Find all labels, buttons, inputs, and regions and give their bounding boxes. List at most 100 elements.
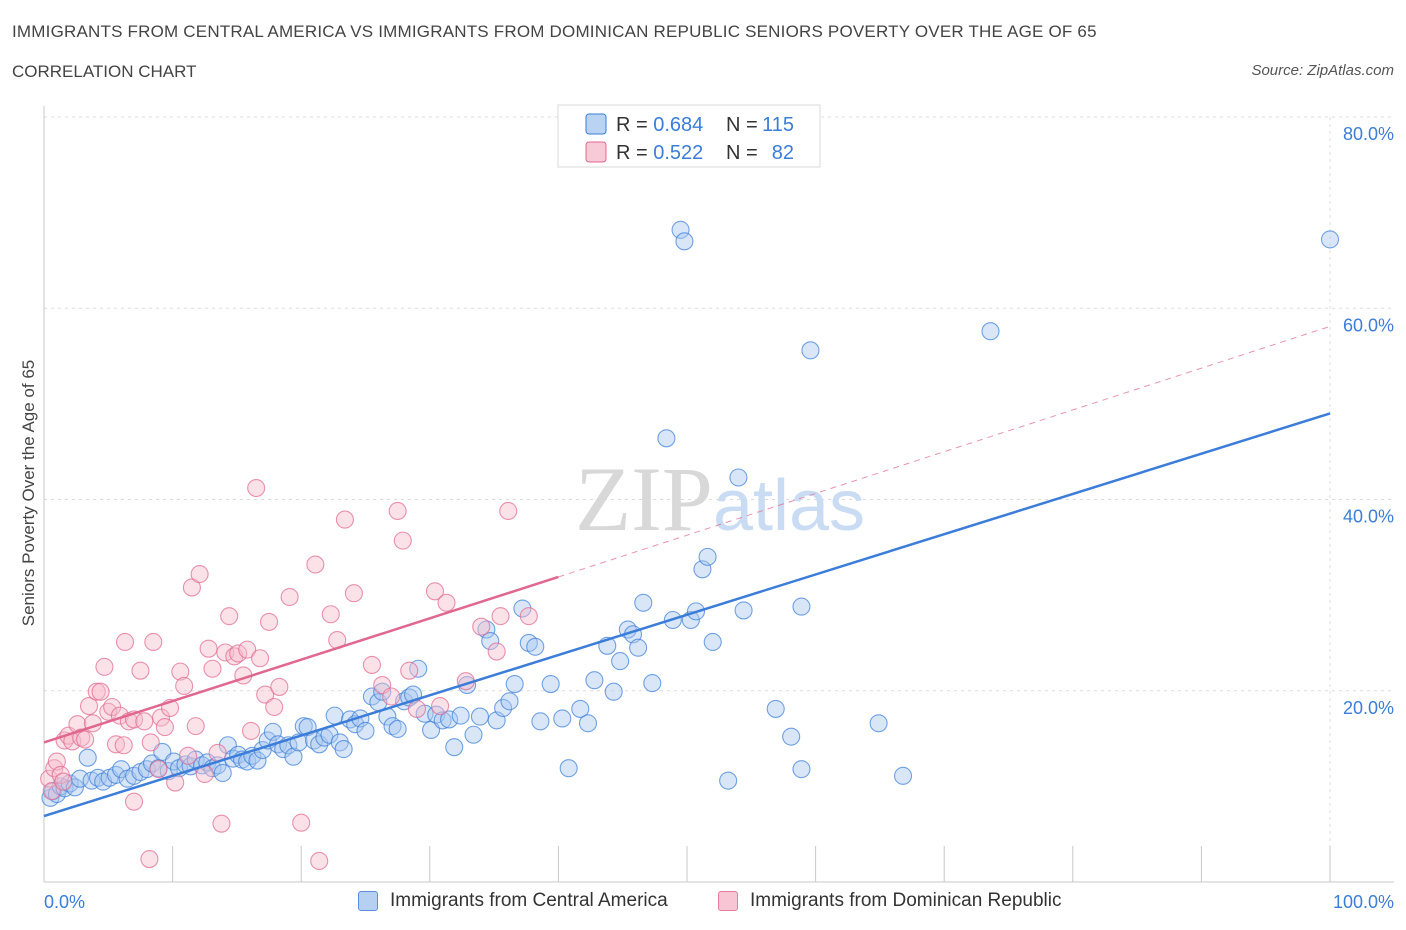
point-central-america [325, 706, 344, 725]
point-dominican-republic [144, 632, 163, 652]
point-central-america [675, 232, 694, 251]
n-value: 115 [762, 114, 794, 136]
y-tick-label: 40.0% [1343, 507, 1394, 527]
point-central-america [634, 593, 653, 612]
point-dominican-republic [216, 643, 235, 662]
stats-row: R = 0.684 N = 115 [616, 114, 794, 136]
point-dominican-republic [487, 642, 506, 661]
point-dominican-republic [472, 617, 491, 636]
point-central-america [782, 727, 801, 746]
point-dominican-republic [190, 565, 209, 584]
point-central-america [470, 707, 490, 726]
point-dominican-republic [186, 717, 205, 736]
series-legend: Immigrants from Central America Immigran… [0, 890, 1406, 916]
point-dominican-republic [344, 584, 363, 603]
point-dominican-republic [199, 639, 218, 658]
point-dominican-republic [335, 510, 354, 529]
point-dominican-republic [131, 661, 150, 680]
legend-label-dominican-republic: Immigrants from Dominican Republic [750, 890, 1062, 911]
point-dominican-republic [91, 682, 110, 701]
point-central-america [106, 765, 126, 784]
point-dominican-republic [431, 696, 450, 716]
point-central-america [698, 547, 717, 566]
y-tick-label: 60.0% [1343, 315, 1394, 335]
point-dominican-republic [238, 640, 257, 659]
point-central-america [445, 738, 464, 757]
point-dominican-republic [212, 814, 231, 833]
point-central-america [643, 674, 662, 693]
axis-ticks: 0.0% 100.0% 20.0% 40.0% 60.0% 80.0% [43, 124, 1394, 912]
point-dominican-republic [499, 501, 518, 521]
point-dominican-republic [140, 849, 159, 869]
point-dominican-republic [171, 662, 190, 681]
point-central-america [585, 671, 604, 690]
point-dominican-republic [280, 587, 299, 607]
point-dominican-republic [519, 607, 538, 626]
point-dominican-republic [321, 605, 340, 624]
point-dominican-republic [178, 746, 198, 765]
point-central-america [477, 620, 496, 639]
point-central-america [893, 766, 913, 785]
stats-swatch [585, 113, 607, 135]
point-central-america [611, 652, 630, 671]
point-dominican-republic [115, 632, 135, 652]
point-central-america [531, 712, 550, 731]
point-central-america [65, 778, 84, 797]
point-central-america [464, 725, 483, 744]
point-central-america [248, 751, 267, 770]
point-central-america [284, 747, 303, 766]
source-label: Source: ZipAtlas.com [1251, 62, 1394, 79]
point-central-america [719, 771, 738, 790]
stats-row: R = 0.522 N = 82 [616, 142, 794, 164]
point-dominican-republic [382, 687, 401, 706]
point-central-america [729, 468, 748, 487]
point-dominican-republic [106, 735, 126, 754]
point-central-america [629, 638, 648, 657]
trend-lines [43, 325, 1331, 818]
point-central-america [657, 429, 676, 448]
point-dominican-republic [247, 478, 266, 498]
point-central-america [578, 714, 598, 733]
point-central-america [213, 763, 232, 783]
point-dominican-republic [265, 697, 284, 717]
point-dominican-republic [149, 760, 168, 779]
point-dominican-republic [292, 813, 311, 832]
r-value: 0.522 [653, 142, 703, 164]
point-dominican-republic [388, 501, 407, 521]
legend-swatch-central-america [358, 891, 378, 911]
point-central-america [541, 675, 560, 694]
point-dominican-republic [95, 657, 114, 676]
point-dominican-republic [250, 649, 270, 668]
point-dominican-republic [491, 607, 510, 626]
point-central-america [500, 692, 519, 711]
point-dominican-republic [407, 699, 426, 718]
watermark-atlas: atlas [713, 466, 865, 546]
trend-line-dominican-republic [43, 575, 559, 744]
n-label: N = [726, 142, 763, 164]
point-dominican-republic [182, 578, 201, 597]
point-dominican-republic [76, 730, 95, 749]
point-dominican-republic [155, 718, 174, 737]
trend-line-central-america [43, 412, 1331, 818]
r-label: R = [616, 142, 653, 164]
point-central-america [481, 631, 500, 651]
legend-label-central-america: Immigrants from Central America [390, 890, 668, 911]
point-central-america [703, 632, 722, 652]
axes [43, 106, 1394, 883]
point-central-america [383, 717, 402, 736]
watermark-zip: ZIP [575, 448, 713, 550]
point-central-america [559, 759, 578, 778]
chart-title: IMMIGRANTS FROM CENTRAL AMERICA VS IMMIG… [12, 22, 1097, 41]
r-value: 0.684 [653, 114, 703, 136]
y-axis-label: Seniors Poverty Over the Age of 65 [19, 360, 38, 626]
point-dominican-republic [437, 593, 456, 612]
point-central-america [388, 719, 407, 739]
legend-swatch-dominican-republic [718, 891, 738, 911]
point-central-america [734, 601, 753, 620]
y-tick-label: 20.0% [1343, 698, 1394, 718]
n-value: 82 [772, 142, 794, 164]
x-tick-label: 0.0% [44, 892, 85, 912]
point-central-america [334, 740, 353, 759]
point-dominican-republic [141, 733, 160, 752]
